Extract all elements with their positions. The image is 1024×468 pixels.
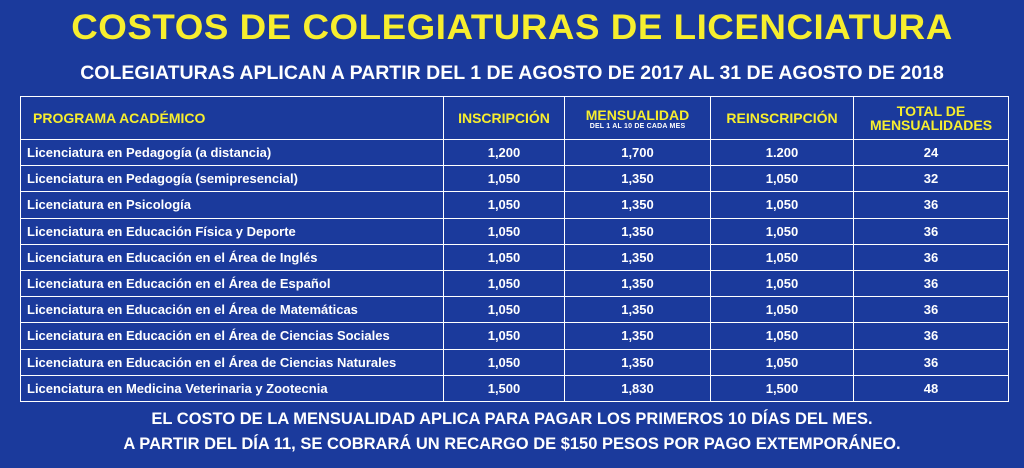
cell-total: 36	[853, 217, 1009, 245]
header-mensualidad-label: MENSUALIDAD	[585, 106, 690, 123]
tuition-table-container: PROGRAMA ACADÉMICO INSCRIPCIÓN MENSUALID…	[20, 96, 1009, 403]
table-row: Licenciatura en Educación Física y Depor…	[20, 217, 1009, 245]
cell-reinscripcion: 1,500	[710, 374, 854, 403]
cell-reinscripcion: 1,050	[710, 217, 854, 245]
cell-programa: Licenciatura en Educación en el Área de …	[20, 348, 444, 376]
cell-reinscripcion: 1,050	[710, 269, 854, 298]
cell-reinscripcion: 1,050	[710, 348, 854, 376]
header-mensualidad: MENSUALIDAD DEL 1 AL 10 DE CADA MES	[564, 96, 711, 140]
footer-note-2: A PARTIR DEL DÍA 11, SE COBRARÁ UN RECAR…	[123, 435, 901, 453]
cell-programa: Licenciatura en Pedagogía (semipresencia…	[20, 165, 444, 193]
cell-inscripcion: 1,050	[443, 269, 565, 298]
cell-mensualidad: 1,350	[564, 165, 711, 193]
page-subtitle: COLEGIATURAS APLICAN A PARTIR DEL 1 DE A…	[80, 62, 944, 84]
cell-reinscripcion: 1,050	[710, 243, 854, 271]
cell-programa: Licenciatura en Pedagogía (a distancia)	[20, 138, 444, 167]
table-row: Licenciatura en Medicina Veterinaria y Z…	[20, 374, 1009, 403]
cell-inscripcion: 1,050	[443, 217, 565, 245]
cell-programa: Licenciatura en Medicina Veterinaria y Z…	[20, 374, 444, 403]
header-total-line2: MENSUALIDADES	[869, 117, 993, 133]
cell-mensualidad: 1,350	[564, 269, 711, 298]
footer-note-1: EL COSTO DE LA MENSUALIDAD APLICA PARA P…	[151, 410, 873, 428]
header-total: TOTAL DE MENSUALIDADES	[853, 96, 1009, 140]
cell-inscripcion: 1,200	[443, 138, 565, 167]
cell-programa: Licenciatura en Psicología	[20, 191, 444, 219]
table-row: Licenciatura en Educación en el Área de …	[20, 296, 1009, 324]
cell-programa: Licenciatura en Educación en el Área de …	[20, 269, 444, 298]
cell-total: 36	[853, 322, 1009, 350]
cell-programa: Licenciatura en Educación en el Área de …	[20, 296, 444, 324]
header-total-line1: TOTAL DE	[896, 103, 966, 119]
cell-total: 24	[853, 138, 1009, 167]
tuition-table: PROGRAMA ACADÉMICO INSCRIPCIÓN MENSUALID…	[20, 96, 1009, 403]
table-row: Licenciatura en Pedagogía (semipresencia…	[20, 165, 1009, 193]
cell-inscripcion: 1,050	[443, 348, 565, 376]
header-inscripcion: INSCRIPCIÓN	[443, 96, 565, 140]
cell-mensualidad: 1,830	[564, 374, 711, 403]
cell-total: 32	[853, 165, 1009, 193]
cell-programa: Licenciatura en Educación Física y Depor…	[20, 217, 444, 245]
cell-mensualidad: 1,700	[564, 138, 711, 167]
table-body: Licenciatura en Pedagogía (a distancia) 1…	[20, 138, 1009, 403]
cell-inscripcion: 1,050	[443, 296, 565, 324]
cell-reinscripcion: 1,050	[710, 165, 854, 193]
cell-mensualidad: 1,350	[564, 322, 711, 350]
header-programa: PROGRAMA ACADÉMICO	[20, 96, 444, 140]
table-row: Licenciatura en Educación en el Área de …	[20, 243, 1009, 271]
cell-mensualidad: 1,350	[564, 348, 711, 376]
table-row: Licenciatura en Educación en el Área de …	[20, 322, 1009, 350]
cell-inscripcion: 1,500	[443, 374, 565, 403]
cell-total: 48	[853, 374, 1009, 403]
page-title: COSTOS DE COLEGIATURAS DE LICENCIATURA	[71, 8, 953, 47]
cell-total: 36	[853, 296, 1009, 324]
header-mensualidad-note: DEL 1 AL 10 DE CADA MES	[589, 122, 686, 130]
cell-total: 36	[853, 191, 1009, 219]
cell-mensualidad: 1,350	[564, 296, 711, 324]
cell-inscripcion: 1,050	[443, 165, 565, 193]
cell-reinscripcion: 1,050	[710, 322, 854, 350]
cell-programa: Licenciatura en Educación en el Área de …	[20, 243, 444, 271]
table-row: Licenciatura en Educación en el Área de …	[20, 348, 1009, 376]
cell-inscripcion: 1,050	[443, 243, 565, 271]
table-row: Licenciatura en Pedagogía (a distancia) 1…	[20, 138, 1009, 167]
cell-total: 36	[853, 243, 1009, 271]
cell-programa: Licenciatura en Educación en el Área de …	[20, 322, 444, 350]
cell-mensualidad: 1,350	[564, 191, 711, 219]
cell-reinscripcion: 1,050	[710, 191, 854, 219]
cell-mensualidad: 1,350	[564, 217, 711, 245]
cell-reinscripcion: 1,050	[710, 296, 854, 324]
table-row: Licenciatura en Educación en el Área de …	[20, 269, 1009, 298]
cell-inscripcion: 1,050	[443, 322, 565, 350]
cell-total: 36	[853, 348, 1009, 376]
table-row: Licenciatura en Psicología 1,050 1,350 1,05…	[20, 191, 1009, 219]
cell-mensualidad: 1,350	[564, 243, 711, 271]
cell-total: 36	[853, 269, 1009, 298]
cell-inscripcion: 1,050	[443, 191, 565, 219]
table-header-row: PROGRAMA ACADÉMICO INSCRIPCIÓN MENSUALID…	[20, 96, 1009, 140]
cell-reinscripcion: 1.200	[710, 138, 854, 167]
header-reinscripcion: REINSCRIPCIÓN	[710, 96, 854, 140]
